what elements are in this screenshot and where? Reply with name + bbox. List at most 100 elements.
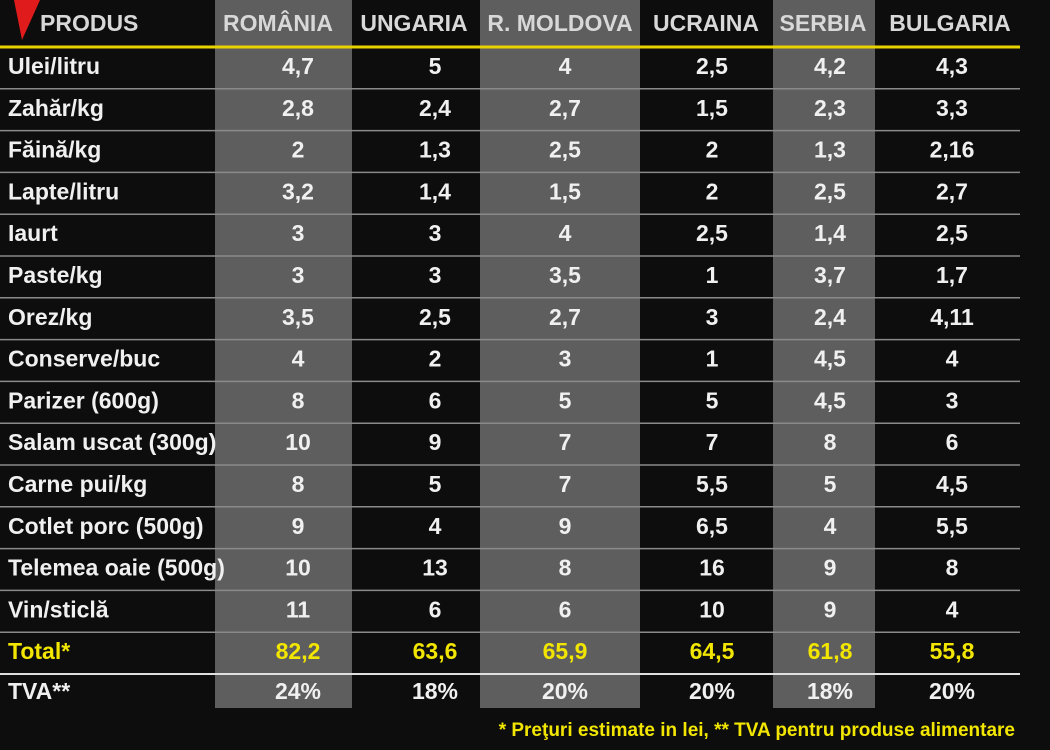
cell-label: Făină/kg (8, 137, 101, 163)
cell-value: 3 (946, 387, 959, 413)
cell-value: 2,5 (696, 53, 728, 79)
cell-label: Paste/kg (8, 262, 103, 288)
cell-value: 13 (422, 555, 448, 581)
column-header: PRODUS (40, 10, 138, 36)
cell-value: 2,7 (936, 178, 968, 204)
column-header: UCRAINA (653, 10, 759, 36)
cell-value: 9 (824, 555, 837, 581)
column-header: UNGARIA (360, 10, 467, 36)
cell-value: 7 (706, 429, 719, 455)
cell-value: 4,7 (282, 53, 314, 79)
cell-value: 4 (946, 346, 959, 372)
total-value: 65,9 (543, 638, 588, 664)
cell-value: 3 (559, 346, 572, 372)
cell-value: 2 (429, 346, 442, 372)
cell-value: 3 (429, 220, 442, 246)
cell-value: 8 (292, 387, 305, 413)
cell-value: 2,3 (814, 95, 846, 121)
cell-value: 10 (699, 596, 725, 622)
cell-value: 1,3 (814, 137, 846, 163)
cell-value: 2,5 (419, 304, 451, 330)
cell-label: Cotlet porc (500g) (8, 513, 204, 539)
cell-value: 5 (559, 387, 572, 413)
cell-value: 10 (285, 429, 311, 455)
cell-value: 6 (559, 596, 572, 622)
cell-label: Conserve/buc (8, 346, 160, 372)
tva-value: 24% (275, 678, 321, 704)
footnote: * Preţuri estimate in lei, ** TVA pentru… (499, 720, 1015, 741)
cell-value: 1,5 (549, 178, 581, 204)
cell-value: 2,4 (419, 95, 451, 121)
cell-value: 4 (292, 346, 305, 372)
cell-label: Vin/sticlă (8, 596, 109, 622)
cell-value: 8 (292, 471, 305, 497)
cell-value: 1 (706, 346, 719, 372)
total-value: 63,6 (413, 638, 458, 664)
cell-label: Salam uscat (300g) (8, 429, 216, 455)
cell-value: 4,3 (936, 53, 968, 79)
cell-value: 2,5 (814, 178, 846, 204)
total-value: 82,2 (276, 638, 321, 664)
column-header: ROMÂNIA (223, 9, 333, 36)
cell-value: 6,5 (696, 513, 728, 539)
tva-value: 20% (542, 678, 588, 704)
cell-value: 1 (706, 262, 719, 288)
cell-label: Iaurt (8, 220, 58, 246)
cell-value: 3,5 (549, 262, 581, 288)
tva-value: 18% (412, 678, 458, 704)
total-value: 61,8 (808, 638, 853, 664)
cell-value: 3,7 (814, 262, 846, 288)
cell-value: 3 (292, 262, 305, 288)
cell-value: 9 (824, 596, 837, 622)
cell-value: 8 (946, 555, 959, 581)
column-header: BULGARIA (889, 10, 1010, 36)
cell-label: Zahăr/kg (8, 95, 104, 121)
cell-value: 8 (559, 555, 572, 581)
cell-label: Telemea oaie (500g) (8, 555, 225, 581)
cell-label: Carne pui/kg (8, 471, 147, 497)
cell-value: 6 (429, 596, 442, 622)
cell-value: 3 (429, 262, 442, 288)
cell-value: 3 (292, 220, 305, 246)
total-label: Total* (8, 638, 70, 664)
cell-value: 3,3 (936, 95, 968, 121)
column-header: SERBIA (780, 10, 867, 36)
cell-value: 4,5 (814, 346, 846, 372)
tva-value: 20% (689, 678, 735, 704)
cell-value: 9 (292, 513, 305, 539)
cell-value: 5 (429, 471, 442, 497)
cell-value: 2,7 (549, 95, 581, 121)
cell-value: 9 (559, 513, 572, 539)
tva-value: 18% (807, 678, 853, 704)
cell-value: 2,5 (936, 220, 968, 246)
total-value: 64,5 (690, 638, 735, 664)
cell-value: 1,5 (696, 95, 728, 121)
cell-value: 2 (706, 137, 719, 163)
cell-value: 11 (286, 596, 311, 622)
cell-value: 5,5 (696, 471, 728, 497)
cell-value: 9 (429, 429, 442, 455)
red-marker (14, 0, 40, 40)
cell-value: 3 (706, 304, 719, 330)
cell-value: 3,5 (282, 304, 314, 330)
cell-value: 1,4 (419, 178, 451, 204)
column-header: R. MOLDOVA (487, 10, 632, 36)
cell-value: 8 (824, 429, 837, 455)
cell-value: 2,5 (696, 220, 728, 246)
cell-value: 2,8 (282, 95, 314, 121)
tva-value: 20% (929, 678, 975, 704)
cell-value: 2 (292, 137, 305, 163)
cell-value: 1,7 (936, 262, 968, 288)
cell-value: 2,7 (549, 304, 581, 330)
cell-value: 2,4 (814, 304, 846, 330)
cell-value: 2,16 (930, 137, 975, 163)
cell-value: 4 (429, 513, 442, 539)
cell-label: Parizer (600g) (8, 387, 159, 413)
cell-value: 4 (824, 513, 837, 539)
cell-value: 4,5 (936, 471, 968, 497)
tva-label: TVA** (8, 678, 70, 704)
cell-value: 5 (429, 53, 442, 79)
cell-value: 2,5 (549, 137, 581, 163)
